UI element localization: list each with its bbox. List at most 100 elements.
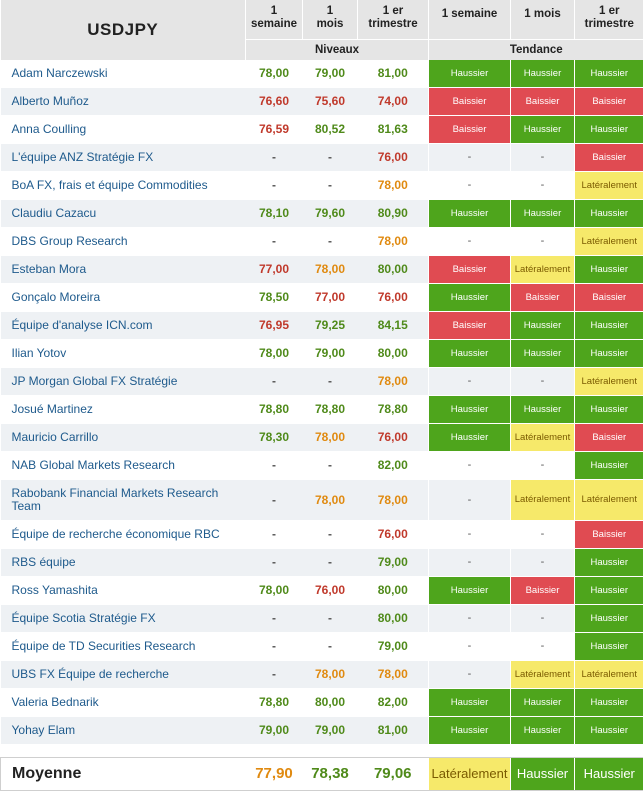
level-value: - (302, 143, 358, 172)
level-value: - (302, 171, 358, 200)
trend-cell: Baissier (510, 283, 575, 312)
trend-cell: Baissier (510, 576, 575, 605)
level-value: 76,59 (245, 115, 303, 144)
analyst-name-link[interactable]: L'équipe ANZ Stratégie FX (0, 143, 246, 172)
level-value: 80,00 (357, 576, 429, 605)
level-value: - (245, 520, 303, 549)
table-row: DBS Group Research - -78,00- - Latéralement (0, 227, 643, 256)
level-value: 78,00 (357, 479, 429, 521)
trend-cell: - (510, 451, 575, 480)
analyst-name-link[interactable]: DBS Group Research (0, 227, 246, 256)
level-value: 80,90 (357, 199, 429, 228)
average-trend-cell: Haussier (574, 756, 643, 791)
trend-cell: Haussier (510, 395, 575, 424)
analyst-name-link[interactable]: Josué Martinez (0, 395, 246, 424)
analyst-name-link[interactable]: RBS équipe (0, 548, 246, 577)
analyst-name-link[interactable]: Yohay Elam (0, 716, 246, 745)
analyst-name-link[interactable]: Valeria Bednarik (0, 688, 246, 717)
table-row: RBS équipe - -79,00- - Haussier (0, 548, 643, 577)
analyst-name-link[interactable]: Rabobank Financial Markets Research Team (0, 479, 246, 521)
trend-cell: Haussier (574, 311, 643, 340)
table-row: Mauricio Carrillo 78,30 78,00 76,00 Haussier… (0, 423, 643, 452)
trend-cell: Haussier (510, 716, 575, 745)
header-line: semaine (250, 18, 298, 30)
level-value: 78,00 (357, 227, 429, 256)
analyst-name-link[interactable]: Esteban Mora (0, 255, 246, 284)
pair-title: USDJPY (0, 0, 246, 60)
trend-cell: Haussier (574, 255, 643, 284)
level-value: 78,10 (245, 199, 303, 228)
level-value: - (302, 632, 358, 661)
level-value: 78,00 (302, 479, 358, 521)
header-trend-quarter: 1 er trimestre (574, 0, 643, 39)
analyst-name-link[interactable]: Alberto Muñoz (0, 87, 246, 116)
analyst-name-link[interactable]: Anna Coulling (0, 115, 246, 144)
table-row: JP Morgan Global FX Stratégie - -78,00- - La… (0, 367, 643, 396)
trend-cell: Baissier (428, 255, 511, 284)
analyst-name-link[interactable]: NAB Global Markets Research (0, 451, 246, 480)
trend-cell: Haussier (428, 395, 511, 424)
analyst-name-link[interactable]: JP Morgan Global FX Stratégie (0, 367, 246, 396)
trend-cell: Haussier (574, 59, 643, 88)
trend-cell: Latéralement (510, 660, 575, 689)
analyst-name-link[interactable]: Mauricio Carrillo (0, 423, 246, 452)
trend-cell: Latéralement (574, 367, 643, 396)
analyst-name-link[interactable]: Adam Narczewski (0, 59, 246, 88)
trend-cell: Haussier (574, 688, 643, 717)
trend-cell: - (428, 367, 511, 396)
table-row: Rabobank Financial Markets Research Team… (0, 479, 643, 521)
group-header-levels: Niveaux (245, 38, 429, 60)
level-value: - (245, 548, 303, 577)
analyst-name-link[interactable]: Claudiu Cazacu (0, 199, 246, 228)
level-value: - (302, 520, 358, 549)
trend-cell: - (428, 604, 511, 633)
level-value: 81,00 (357, 59, 429, 88)
header-line: 1 er (599, 5, 620, 17)
level-value: 76,00 (357, 283, 429, 312)
analyst-name-link[interactable]: Équipe Scotia Stratégie FX (0, 604, 246, 633)
header-levels-week: 1 semaine (245, 0, 303, 39)
trend-cell: - (510, 520, 575, 549)
trend-cell: Baissier (574, 143, 643, 172)
trend-cell: Latéralement (574, 479, 643, 521)
analyst-name-link[interactable]: UBS FX Équipe de recherche (0, 660, 246, 689)
trend-cell: Haussier (428, 199, 511, 228)
level-value: 77,00 (302, 283, 358, 312)
trend-cell: Haussier (428, 688, 511, 717)
analyst-name-link[interactable]: BoA FX, frais et équipe Commodities (0, 171, 246, 200)
analyst-name-link[interactable]: Gonçalo Moreira (0, 283, 246, 312)
analyst-name-link[interactable]: Équipe de TD Securities Research (0, 632, 246, 661)
trend-cell: - (428, 227, 511, 256)
table-row: Adam Narczewski 78,00 79,00 81,00 Haussier Ha… (0, 59, 643, 88)
table-row: L'équipe ANZ Stratégie FX - -76,00- - Baissi… (0, 143, 643, 172)
level-value: - (302, 227, 358, 256)
level-value: - (245, 367, 303, 396)
level-value: 80,00 (357, 339, 429, 368)
trend-cell: Haussier (574, 576, 643, 605)
spacer-row (0, 744, 643, 757)
level-value: - (245, 660, 303, 689)
level-value: 76,00 (357, 143, 429, 172)
trend-cell: Haussier (574, 115, 643, 144)
level-value: 79,00 (245, 716, 303, 745)
analyst-name-link[interactable]: Ross Yamashita (0, 576, 246, 605)
trend-cell: Baissier (428, 311, 511, 340)
analyst-name-link[interactable]: Équipe d'analyse ICN.com (0, 311, 246, 340)
trend-cell: Haussier (574, 604, 643, 633)
level-value: 80,52 (302, 115, 358, 144)
table-row: Claudiu Cazacu 78,10 79,60 80,90 Haussier Hau… (0, 199, 643, 228)
level-value: 79,00 (302, 339, 358, 368)
trend-cell: Haussier (574, 451, 643, 480)
level-value: - (302, 548, 358, 577)
analyst-name-link[interactable]: Ilian Yotov (0, 339, 246, 368)
analyst-name-link[interactable]: Équipe de recherche économique RBC (0, 520, 246, 549)
table-row: Anna Coulling 76,59 80,52 81,63 Baissier Haus… (0, 115, 643, 144)
level-value: 78,00 (302, 255, 358, 284)
trend-cell: - (510, 143, 575, 172)
level-value: 78,00 (302, 660, 358, 689)
level-value: - (302, 367, 358, 396)
table-row: Yohay Elam 79,00 79,00 81,00 Haussier Haussie… (0, 716, 643, 745)
header-levels-month: 1 mois (302, 0, 358, 39)
header-line: 1 (326, 5, 334, 17)
